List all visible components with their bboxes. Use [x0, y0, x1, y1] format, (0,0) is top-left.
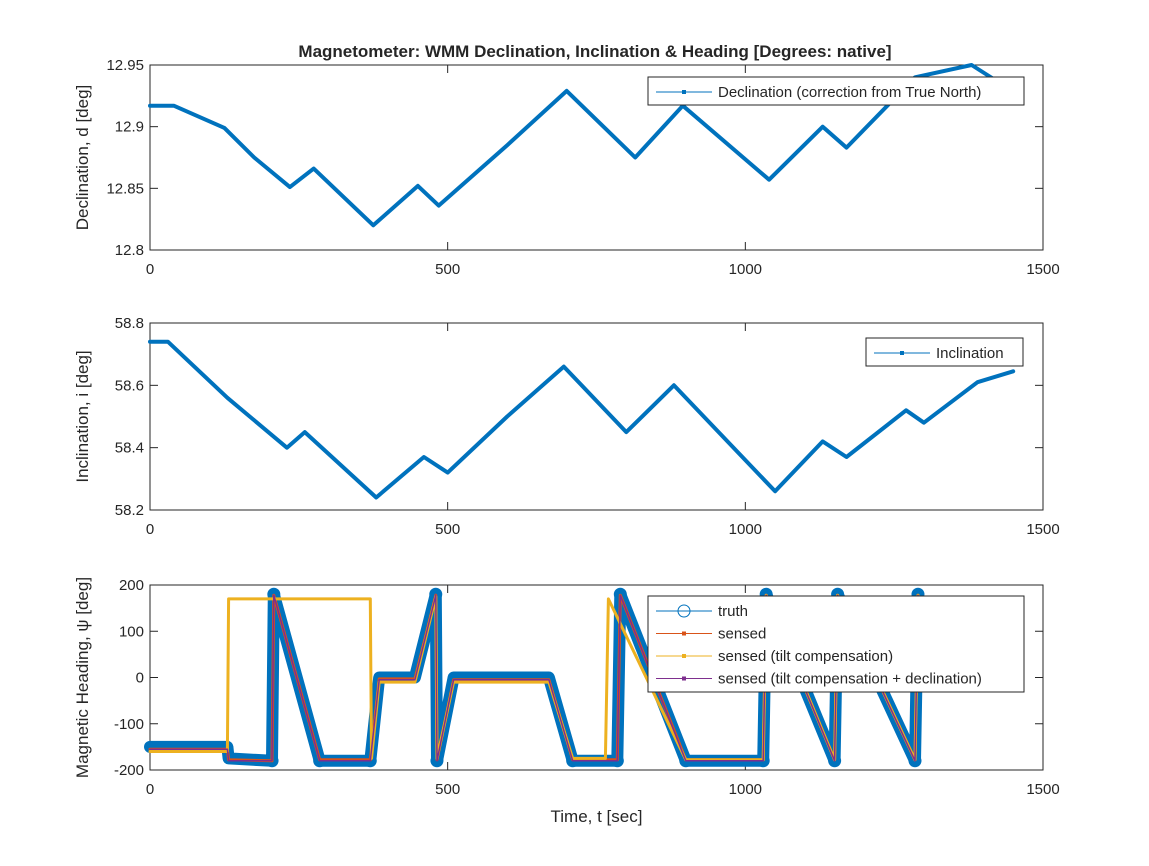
y-axis-label: Inclination, i [deg]: [73, 350, 92, 482]
legend-label: sensed (tilt compensation + declination): [718, 671, 982, 688]
x-tick-label: 1500: [1026, 521, 1059, 538]
y-tick-label: 0: [136, 670, 144, 687]
legend-marker: [682, 676, 686, 681]
y-tick-label: 58.6: [115, 377, 144, 394]
x-tick-label: 0: [146, 261, 154, 278]
subplot-2: 0 500 1000 1500 58.2 58.4 58.6 58.8 Inclination,…: [73, 315, 1060, 538]
legend-box: [865, 337, 1024, 367]
x-tick-label: 1000: [729, 261, 762, 278]
x-axis-label: Time, t [sec]: [551, 807, 643, 826]
figure-title: Magnetometer: WMM Declination, Inclinati…: [298, 42, 891, 61]
y-tick-label: 100: [119, 623, 144, 640]
plots: 0 500 1000 150012.812.8512.912.95Declinatio…: [73, 57, 1060, 826]
y-tick-label: 200: [119, 577, 144, 594]
y-tick-label: 58.4: [115, 440, 144, 457]
legend: truth sensed sensed (tilt compensation) sen…: [647, 595, 1025, 693]
legend-label: Declination (correction from True North): [718, 84, 981, 101]
legend-label: sensed (tilt compensation): [718, 648, 893, 665]
legend-marker: [682, 90, 686, 94]
y-tick-label: 12.8: [115, 242, 144, 259]
x-tick-label: 500: [435, 521, 460, 538]
series-group: [148, 63, 1013, 228]
x-tick-label: 1000: [729, 521, 762, 538]
x-tick-label: 0: [146, 781, 154, 798]
x-tick-label: 500: [435, 781, 460, 798]
legend-box: [647, 76, 1025, 106]
legend: Declination (correction from True North): [647, 76, 1025, 106]
legend-marker: [677, 604, 691, 618]
y-axis-label: Declination, d [deg]: [73, 85, 92, 231]
legend-marker: [682, 654, 686, 658]
legend-label: sensed: [718, 626, 766, 643]
legend: Inclination: [865, 337, 1024, 367]
legend-label: Inclination: [936, 345, 1004, 362]
y-tick-label: 58.2: [115, 502, 144, 519]
x-tick-label: 1000: [729, 781, 762, 798]
series-line-1: [148, 339, 1016, 500]
x-tick-label: 1500: [1026, 781, 1059, 798]
x-tick-label: 0: [146, 521, 154, 538]
legend-box: [647, 595, 1025, 693]
legend-marker: [682, 631, 686, 636]
y-tick-label: 12.9: [115, 119, 144, 136]
x-tick-label: 1500: [1026, 261, 1059, 278]
y-tick-label: 58.8: [115, 315, 144, 332]
y-tick-label: -100: [114, 716, 144, 733]
y-axis-label: Magnetic Heading, ψ [deg]: [73, 577, 92, 778]
x-tick-label: 500: [435, 261, 460, 278]
y-tick-label: 12.95: [106, 57, 144, 74]
subplot-1: 0 500 1000 1500 12.8 12.85 12.9 12.95 Declinatio…: [73, 57, 1060, 278]
subplot-3: 0 500 1000 1500 -200 -100 0 100 200 Magnetic Head…: [73, 577, 1060, 826]
series-group: [148, 339, 1016, 500]
legend-marker: [900, 351, 904, 355]
series-line-1: [148, 63, 1013, 228]
y-tick-label: 12.85: [106, 180, 144, 197]
y-tick-label: -200: [114, 762, 144, 779]
legend-label: truth: [718, 603, 748, 620]
